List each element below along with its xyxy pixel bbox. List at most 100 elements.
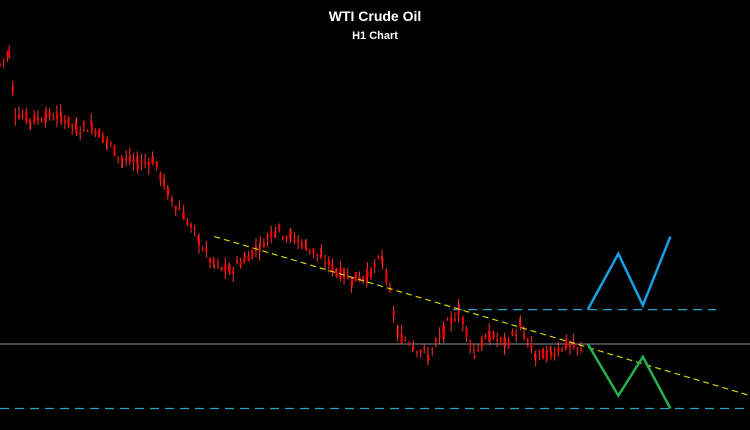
candle-body: [86, 130, 89, 132]
candle-body: [477, 349, 480, 352]
candle-body: [71, 124, 74, 127]
candle-body: [98, 129, 101, 138]
candle-body: [484, 335, 487, 339]
candle-body: [472, 350, 475, 352]
candle-body: [25, 111, 28, 123]
candle-body: [0, 63, 1, 65]
candle-body: [358, 276, 361, 281]
candle-body: [235, 260, 238, 264]
candle-body: [335, 268, 338, 273]
candle-body: [335, 272, 338, 277]
candle-body: [44, 117, 47, 123]
candle-body: [300, 242, 303, 248]
candle-body: [171, 198, 174, 202]
candle-body: [159, 173, 162, 180]
candle-body: [75, 125, 78, 134]
candle-body: [14, 115, 17, 118]
candle-body: [354, 272, 357, 282]
candle-body: [389, 288, 391, 291]
candle-body: [52, 119, 55, 121]
candle-body: [431, 348, 434, 350]
candle-body: [312, 248, 315, 254]
candle-body: [469, 343, 472, 346]
candle-body: [197, 237, 200, 246]
candle-body: [492, 332, 495, 339]
candle-body: [499, 337, 502, 340]
candle-body: [17, 114, 20, 119]
candle-body: [220, 267, 223, 271]
candle-body: [561, 349, 564, 351]
candle-body: [40, 120, 43, 122]
candle-body: [293, 239, 296, 242]
candle-body: [258, 249, 261, 253]
candle-body: [113, 145, 116, 156]
candle-body: [29, 119, 31, 123]
candle-body: [576, 347, 579, 349]
candle-body: [580, 349, 583, 351]
candle-body: [182, 212, 185, 220]
candle-body: [82, 122, 85, 125]
candle-body: [415, 351, 418, 353]
candle-body: [308, 249, 311, 251]
candle-body: [101, 135, 104, 143]
candle-body: [572, 341, 575, 349]
candle-body: [343, 269, 346, 279]
candle-body: [270, 231, 273, 238]
candle-body: [373, 263, 376, 267]
candle-body: [201, 248, 204, 250]
candle-body: [461, 316, 464, 325]
candle-body: [480, 338, 483, 348]
candle-body: [239, 262, 242, 267]
candle-body: [381, 256, 384, 262]
candle-body: [63, 120, 66, 123]
candle-body: [407, 343, 410, 345]
candle-body: [193, 227, 196, 229]
candle-body: [274, 231, 277, 234]
candle-body: [106, 138, 109, 143]
candle-body: [243, 255, 246, 257]
bearish-projection-path: [586, 343, 672, 410]
candle-body: [259, 240, 262, 242]
candle-body: [136, 156, 139, 163]
candle-body: [339, 266, 342, 280]
candle-body: [370, 268, 373, 278]
candle-body: [473, 355, 476, 358]
candle-body: [569, 343, 571, 347]
candle-body: [59, 110, 62, 112]
candle-body: [324, 262, 327, 264]
candle-body: [404, 339, 407, 341]
candle-body: [320, 251, 323, 255]
candle-body: [121, 158, 124, 161]
candle-body: [186, 220, 189, 225]
candle-body: [2, 59, 5, 61]
candle-body: [232, 269, 235, 274]
bullish-projection-path: [586, 236, 672, 311]
candle-body: [278, 224, 281, 230]
candle-body: [174, 206, 177, 210]
candle-body: [6, 53, 9, 56]
candle-body: [381, 259, 384, 262]
candle-body: [530, 342, 533, 350]
candle-body: [504, 338, 507, 342]
candle-body: [366, 269, 369, 278]
candle-body: [446, 319, 449, 321]
candle-body: [565, 338, 568, 347]
candle-body: [534, 354, 537, 359]
candle-body: [21, 115, 24, 117]
candle-body: [346, 275, 349, 279]
candle-body: [136, 164, 139, 169]
candle-body: [254, 246, 257, 250]
candle-body: [327, 259, 330, 266]
candle-body: [526, 338, 529, 341]
candle-body: [94, 130, 97, 135]
candle-body: [33, 114, 36, 123]
candle-body: [450, 317, 453, 324]
candle-body: [90, 120, 93, 125]
candle-body: [117, 156, 120, 159]
candle-body: [453, 319, 456, 321]
candle-body: [289, 232, 292, 239]
chart-title: WTI Crude Oil: [328, 8, 422, 24]
candle-body: [538, 350, 541, 353]
candle-body: [8, 49, 11, 58]
